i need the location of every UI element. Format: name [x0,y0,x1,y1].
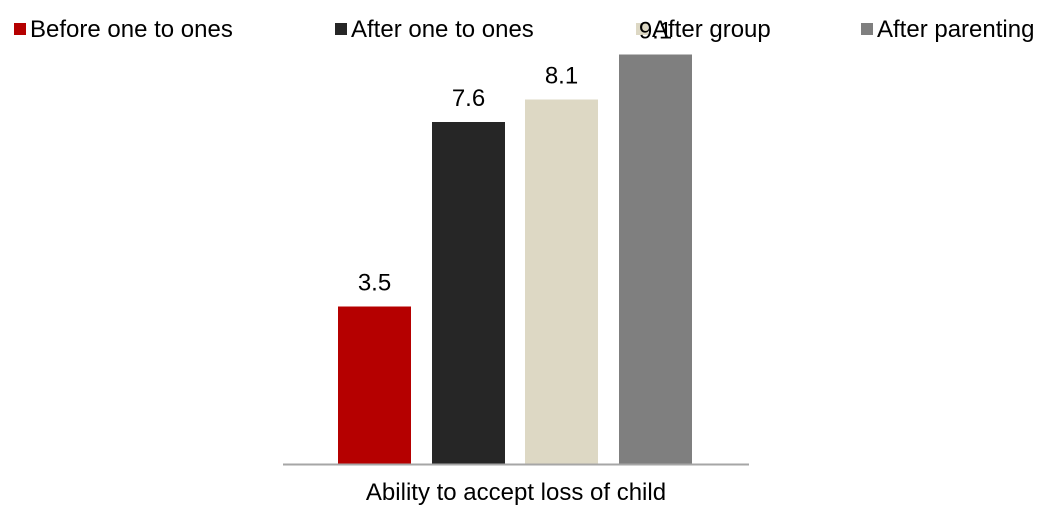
legend-swatch-2 [335,23,347,35]
legend-swatch-4 [861,23,873,35]
legend-label-3: After group [652,16,771,43]
bar-3 [525,99,598,464]
data-label-1: 3.5 [358,270,391,297]
data-label-2: 7.6 [452,85,485,112]
data-label-4: 9.1 [639,18,672,45]
category-label: Ability to accept loss of child [366,479,666,506]
legend-swatch-1 [14,23,26,35]
legend: Before one to ones After one to ones After… [14,16,1034,43]
legend-label-1: Before one to ones [30,16,233,43]
bar-2 [432,122,505,464]
legend-label-2: After one to ones [351,16,534,43]
legend-swatch-3 [636,23,648,35]
plot-area: 3.5 7.6 8.1 9.1 [338,18,692,464]
legend-label-4: After parenting [877,16,1034,43]
bar-1 [338,306,411,464]
bar-4 [619,54,692,464]
data-label-3: 8.1 [545,63,578,90]
